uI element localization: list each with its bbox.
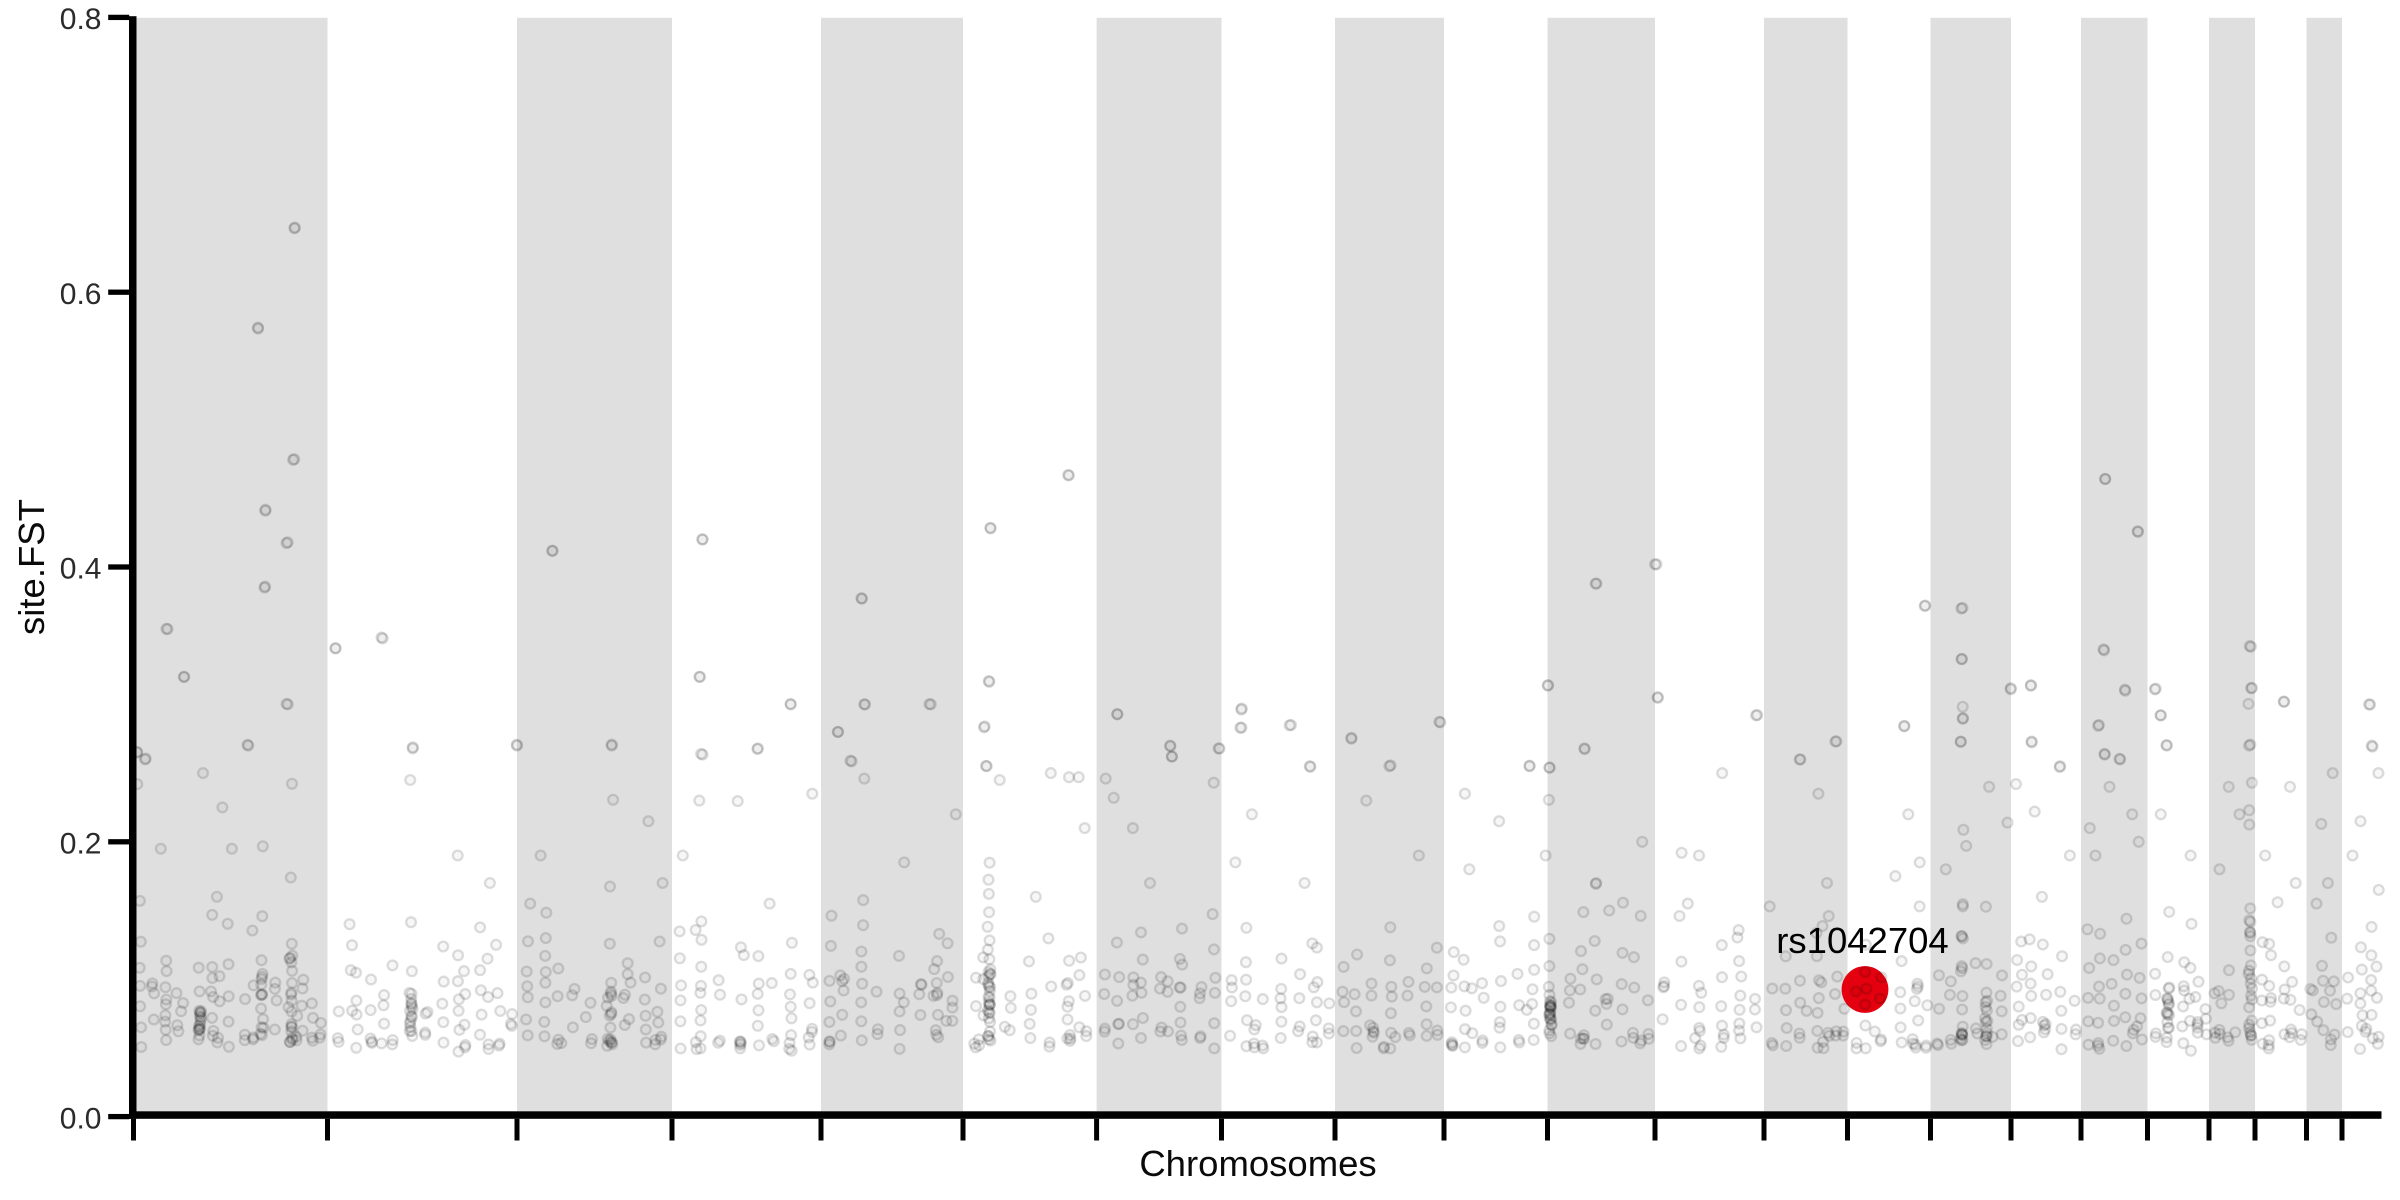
svg-text:0.8: 0.8 bbox=[60, 3, 102, 36]
svg-text:site.FST: site.FST bbox=[11, 499, 52, 635]
svg-text:0.6: 0.6 bbox=[60, 278, 102, 311]
svg-text:0.2: 0.2 bbox=[60, 828, 102, 861]
svg-text:0.4: 0.4 bbox=[60, 553, 102, 586]
svg-text:rs1042704: rs1042704 bbox=[1776, 920, 1949, 961]
svg-text:0.0: 0.0 bbox=[60, 1102, 102, 1135]
svg-text:Chromosomes: Chromosomes bbox=[1139, 1143, 1376, 1184]
